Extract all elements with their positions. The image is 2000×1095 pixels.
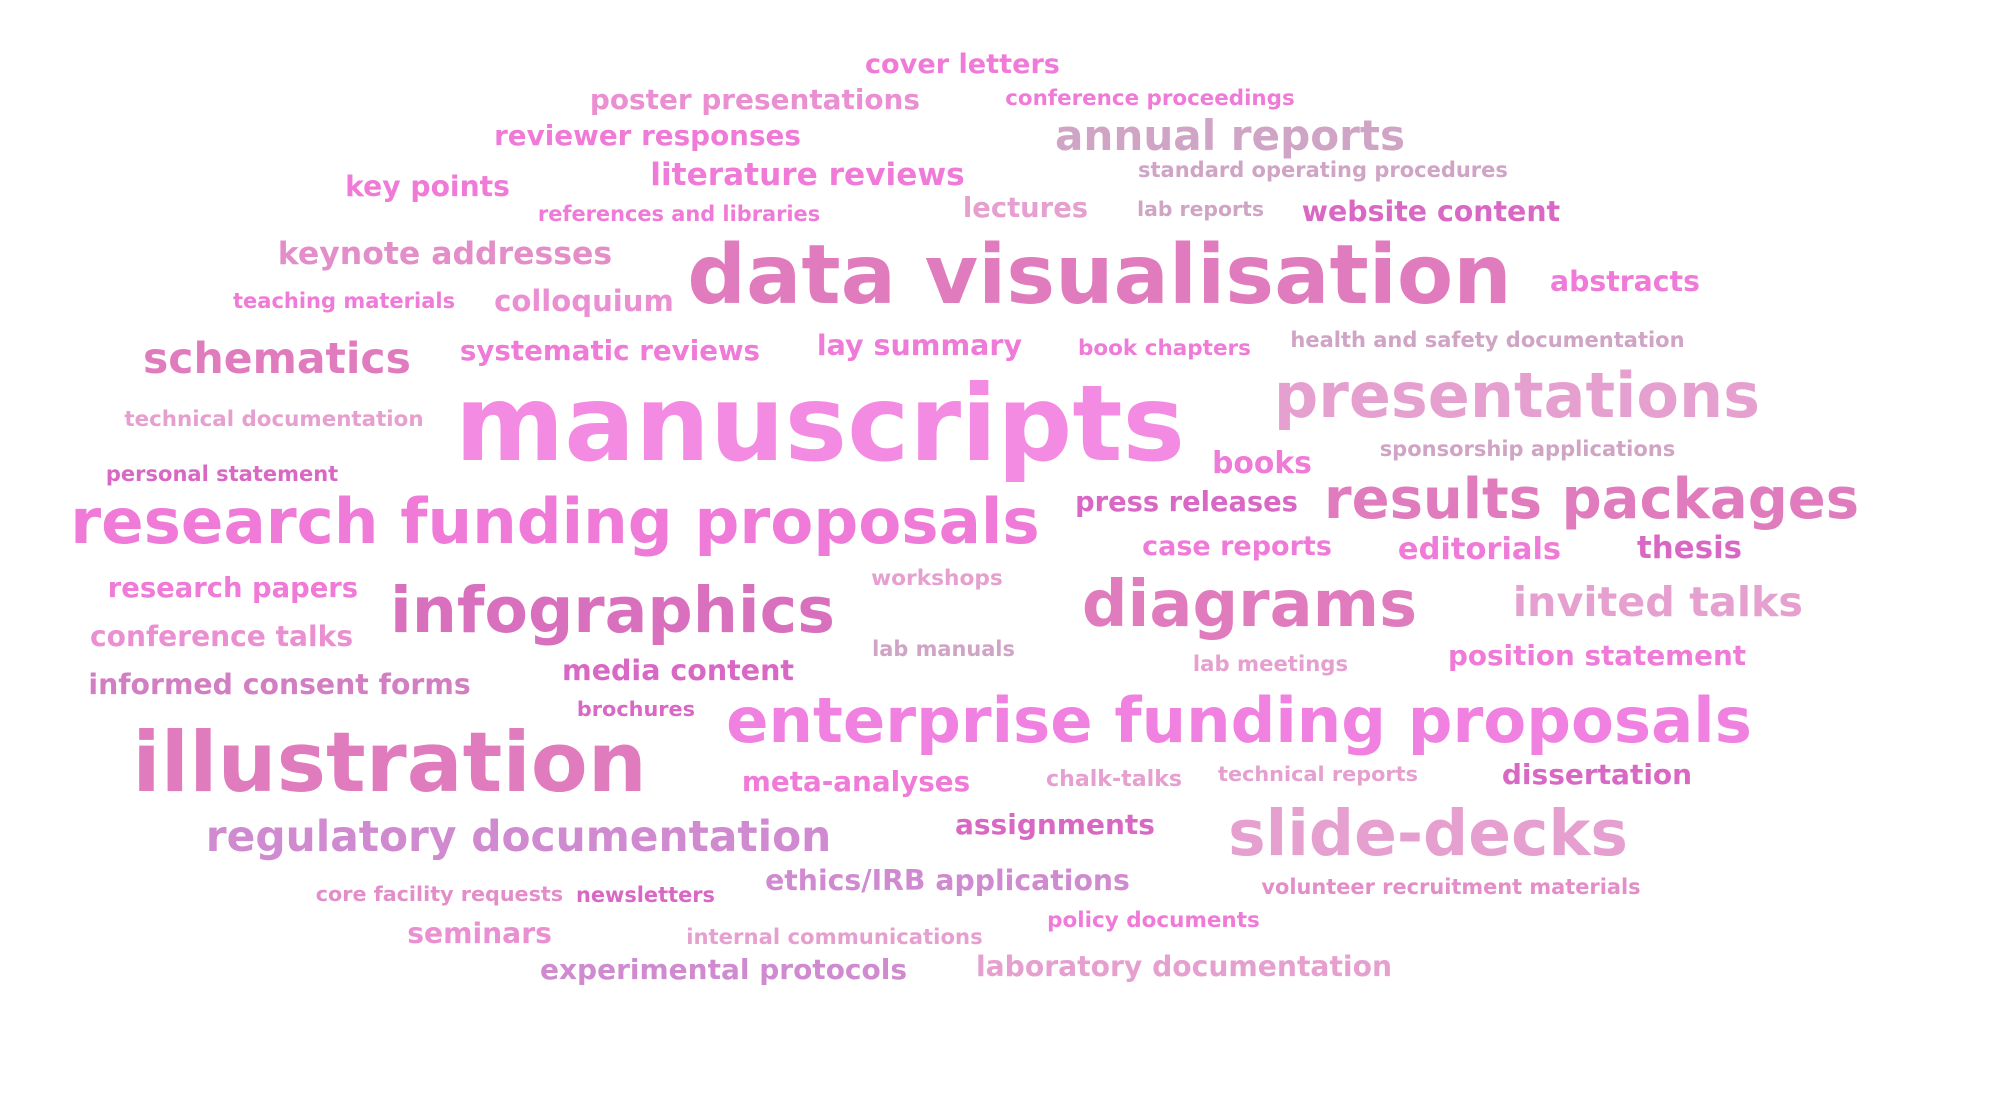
word-literature-reviews: literature reviews	[650, 157, 965, 194]
word-lab-reports: lab reports	[1137, 196, 1264, 221]
word-workshops: workshops	[871, 565, 1003, 591]
word-volunteer-recruitment-materials: volunteer recruitment materials	[1261, 875, 1641, 899]
word-data-visualisation: data visualisation	[687, 227, 1512, 323]
word-meta-analyses: meta-analyses	[741, 765, 971, 799]
word-press-releases: press releases	[1075, 486, 1298, 518]
word-informed-consent-forms: informed consent forms	[88, 668, 471, 702]
word-conference-talks: conference talks	[90, 620, 354, 653]
word-research-papers: research papers	[107, 572, 359, 604]
word-conference-proceedings: conference proceedings	[1005, 85, 1295, 111]
word-dissertation: dissertation	[1501, 757, 1693, 791]
word-ethics-irb-applications: ethics/IRB applications	[765, 864, 1130, 898]
word-colloquium: colloquium	[494, 283, 674, 318]
word-illustration: illustration	[132, 714, 647, 811]
word-systematic-reviews: systematic reviews	[459, 333, 761, 367]
word-enterprise-funding-proposals: enterprise funding proposals	[726, 683, 1752, 757]
word-book-chapters: book chapters	[1078, 335, 1251, 361]
word-technical-documentation: technical documentation	[124, 406, 424, 432]
word-thesis: thesis	[1637, 530, 1743, 567]
word-internal-communications: internal communications	[686, 923, 983, 949]
word-lay-summary: lay summary	[816, 329, 1023, 363]
word-key-points: key points	[345, 169, 510, 203]
word-annual-reports: annual reports	[1055, 111, 1406, 160]
word-website-content: website content	[1301, 194, 1561, 228]
word-lab-manuals: lab manuals	[872, 637, 1015, 661]
word-sponsorship-applications: sponsorship applications	[1379, 437, 1676, 461]
word-personal-statement: personal statement	[105, 462, 339, 486]
word-assignments: assignments	[955, 808, 1155, 841]
word-seminars: seminars	[407, 916, 552, 950]
word-manuscripts: manuscripts	[454, 362, 1186, 485]
word-chalk-talks: chalk-talks	[1046, 765, 1183, 792]
word-invited-talks: invited talks	[1512, 578, 1804, 627]
word-brochures: brochures	[576, 697, 696, 722]
word-diagrams: diagrams	[1081, 567, 1418, 642]
word-standard-operating-procedures: standard operating procedures	[1138, 157, 1508, 182]
word-reviewer-responses: reviewer responses	[494, 119, 801, 153]
word-position-statement: position statement	[1448, 639, 1747, 673]
word-editorials: editorials	[1397, 531, 1562, 567]
word-presentations: presentations	[1273, 358, 1760, 432]
word-schematics: schematics	[143, 334, 411, 384]
word-core-facility-requests: core facility requests	[315, 882, 564, 907]
word-poster-presentations: poster presentations	[589, 82, 921, 116]
word-research-funding-proposals: research funding proposals	[70, 484, 1040, 558]
word-books: books	[1212, 446, 1312, 482]
word-health-and-safety-documentation: health and safety documentation	[1290, 328, 1685, 352]
word-case-reports: case reports	[1142, 530, 1332, 562]
word-regulatory-documentation: regulatory documentation	[205, 812, 832, 862]
word-slide-decks: slide-decks	[1228, 796, 1628, 871]
word-teaching-materials: teaching materials	[233, 288, 456, 313]
word-technical-reports: technical reports	[1218, 762, 1418, 787]
word-experimental-protocols: experimental protocols	[540, 953, 908, 986]
word-lectures: lectures	[962, 192, 1089, 224]
word-keynote-addresses: keynote addresses	[277, 236, 613, 273]
word-policy-documents: policy documents	[1047, 907, 1260, 933]
word-media-content: media content	[562, 654, 794, 688]
word-abstracts: abstracts	[1550, 265, 1700, 299]
word-references-and-libraries: references and libraries	[537, 202, 821, 227]
word-results-packages: results packages	[1324, 467, 1860, 532]
word-cover-letters: cover letters	[865, 49, 1060, 81]
word-lab-meetings: lab meetings	[1192, 651, 1349, 677]
word-laboratory-documentation: laboratory documentation	[976, 949, 1393, 983]
word-infographics: infographics	[390, 572, 835, 647]
word-newsletters: newsletters	[576, 882, 715, 907]
